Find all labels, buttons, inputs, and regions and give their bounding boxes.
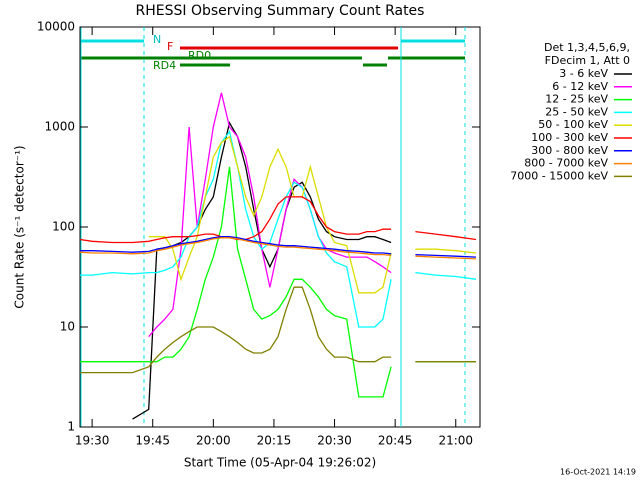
- series-line: [148, 92, 392, 338]
- legend-header: FDecim 1, Att 0: [545, 54, 630, 67]
- annotation: RD0: [188, 49, 211, 62]
- series-line: [80, 286, 476, 374]
- x-tick-label: 21:00: [438, 434, 473, 448]
- series-line: [79, 237, 477, 260]
- chart-title: RHESSI Observing Summary Count Rates: [136, 3, 425, 19]
- y-tick-label: 10: [60, 320, 75, 334]
- legend-label: 300 - 800 keV: [531, 144, 608, 157]
- annotation: N: [153, 33, 161, 46]
- footer: 16-Oct-2021 14:19: [560, 468, 636, 477]
- legend-label: 6 - 12 keV: [552, 80, 608, 93]
- x-tick-label: 20:00: [196, 434, 231, 448]
- x-tick-label: 19:45: [135, 434, 170, 448]
- series-line: [80, 166, 476, 398]
- x-tick-label: 20:15: [257, 434, 292, 448]
- y-tick-label: 1000: [44, 120, 75, 134]
- x-tick-label: 20:45: [378, 434, 413, 448]
- status-bars: N F RD0 RD4: [80, 27, 466, 427]
- plot-frame: [79, 26, 481, 428]
- legend-label: 100 - 300 keV: [531, 131, 608, 144]
- y-axis-label: Count Rate (s⁻¹ detector⁻¹): [13, 145, 27, 308]
- y-tick-label: 100: [52, 220, 75, 234]
- annotation: RD4: [153, 59, 176, 72]
- legend-label: 800 - 7000 keV: [524, 157, 608, 170]
- annotation: F: [167, 40, 173, 53]
- y-tick-label: 1: [67, 420, 75, 434]
- legend-label: 50 - 100 keV: [538, 118, 608, 131]
- x-tick-label: 20:30: [317, 434, 352, 448]
- legend-header: Det 1,3,4,5,6,9,: [544, 41, 630, 54]
- x-tick-label: 19:30: [75, 434, 110, 448]
- series-line: [148, 135, 477, 294]
- legend-label: 12 - 25 keV: [545, 93, 608, 106]
- legend-label: 7000 - 15000 keV: [510, 169, 608, 182]
- series-line: [80, 236, 477, 258]
- series-line: [79, 196, 477, 244]
- legend-label: 25 - 50 keV: [545, 105, 608, 118]
- series-line: [80, 130, 477, 328]
- x-axis-label: Start Time (05-Apr-04 19:26:02): [184, 456, 376, 470]
- y-tick-label: 10000: [37, 20, 75, 34]
- legend-label: 3 - 6 keV: [559, 67, 608, 80]
